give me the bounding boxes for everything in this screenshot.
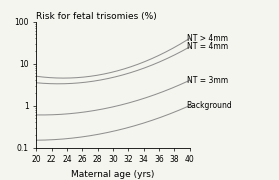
- Text: NT > 4mm: NT > 4mm: [187, 34, 228, 43]
- Text: Risk for fetal trisomies (%): Risk for fetal trisomies (%): [36, 12, 157, 21]
- X-axis label: Maternal age (yrs): Maternal age (yrs): [71, 170, 155, 179]
- Text: NT = 3mm: NT = 3mm: [187, 76, 228, 85]
- Text: NT = 4mm: NT = 4mm: [187, 42, 228, 51]
- Text: Background: Background: [187, 101, 232, 110]
